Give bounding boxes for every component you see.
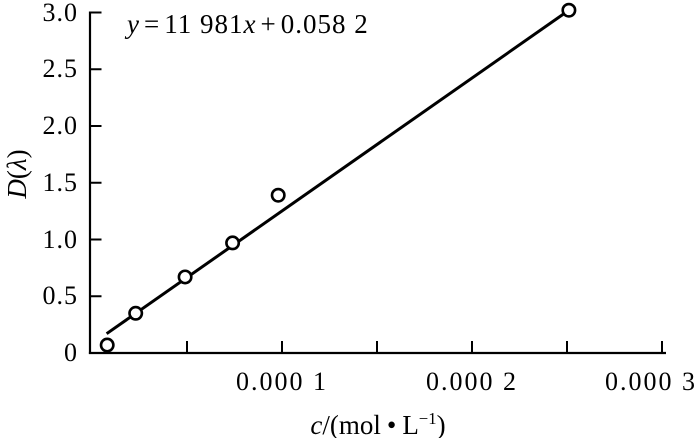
fit-line <box>105 9 570 335</box>
data-point-marker <box>225 235 241 251</box>
x-tick-label: 0.000 3 <box>605 367 697 396</box>
y-tick-label: 0.5 <box>42 281 78 311</box>
unit-separator-dot: • <box>386 410 397 438</box>
x-axis-unit-open: /(mol <box>322 410 381 438</box>
data-point-marker <box>561 2 577 18</box>
equation-equals-sign: = <box>143 9 161 39</box>
lambda-symbol: λ <box>2 158 32 171</box>
y-tick-label: 0 <box>64 338 78 367</box>
equation-x-variable: x <box>243 9 257 39</box>
fit-equation: y = 11 981x +0.058 2 <box>127 10 369 38</box>
data-point-marker <box>99 337 115 353</box>
y-tick-label: 2.5 <box>42 54 78 84</box>
x-axis-unit-liter: L <box>402 410 419 438</box>
data-point-marker <box>177 269 193 285</box>
x-axis-unit-close: ) <box>436 410 446 438</box>
y-axis-close-paren: ) <box>2 149 32 159</box>
x-axis-title: c/(mol • L−1) <box>238 404 518 438</box>
y-tick-label: 1.0 <box>42 224 78 254</box>
x-axis-symbol: c <box>310 410 323 438</box>
y-tick-label: 3.0 <box>42 0 78 27</box>
equation-plus-sign: + <box>260 9 277 39</box>
data-point-marker <box>128 305 144 321</box>
equation-intercept-value: 0.058 2 <box>280 9 369 39</box>
unit-exponent: −1 <box>418 409 437 428</box>
y-tick-label: 1.5 <box>42 167 78 197</box>
x-tick-label: 0.000 1 <box>236 367 328 396</box>
data-point-marker <box>270 187 286 203</box>
equation-y-variable: y <box>127 9 140 39</box>
x-tick-label: 0.000 2 <box>426 367 518 396</box>
y-tick-label: 2.0 <box>42 111 78 140</box>
equation-slope-value: 11 981 <box>164 9 244 39</box>
